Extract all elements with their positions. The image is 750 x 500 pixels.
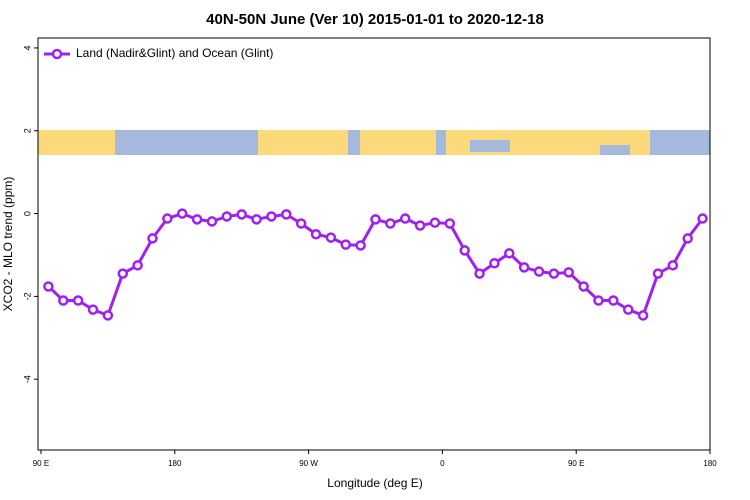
- data-point: [221, 211, 233, 222]
- data-point: [102, 310, 114, 321]
- data-point: [251, 214, 262, 225]
- data-point: [370, 214, 381, 225]
- y-tick-label: 4: [22, 45, 32, 50]
- data-point: [563, 267, 575, 278]
- data-point: [162, 213, 173, 224]
- data-point: [489, 258, 500, 269]
- data-point: [652, 268, 664, 279]
- data-point: [429, 217, 441, 228]
- series-line: [47, 211, 704, 318]
- data-point: [637, 310, 649, 321]
- legend-label: Land (Nadir&Glint) and Ocean (Glint): [76, 46, 273, 60]
- data-point: [399, 213, 411, 224]
- data-point: [87, 304, 99, 315]
- data-point: [474, 268, 485, 279]
- data-point: [266, 211, 277, 222]
- x-tick-label: 180: [703, 459, 717, 468]
- data-point: [206, 216, 218, 227]
- data-point: [385, 218, 396, 229]
- data-point: [281, 209, 292, 220]
- x-tick-label: 90 E: [33, 459, 49, 468]
- x-axis-label: Longitude (deg E): [327, 476, 422, 490]
- y-tick-label: -2: [22, 292, 32, 300]
- data-point: [518, 262, 530, 273]
- data-point: [355, 240, 366, 251]
- data-point: [548, 268, 560, 279]
- y-tick-label: -4: [22, 375, 32, 383]
- data-point: [667, 260, 679, 271]
- data-point: [295, 218, 307, 229]
- data-point: [325, 232, 337, 243]
- data-point: [43, 281, 54, 292]
- data-point: [176, 208, 188, 219]
- data-point: [236, 209, 247, 220]
- data-point: [72, 295, 84, 306]
- data-point: [608, 295, 619, 306]
- x-tick-label: 0: [440, 459, 445, 468]
- plot-frame: [37, 37, 711, 451]
- data-point: [697, 213, 708, 224]
- data-point: [147, 233, 158, 244]
- data-point: [444, 218, 456, 229]
- data-point: [191, 214, 203, 225]
- data-point: [340, 239, 352, 250]
- data-point: [593, 295, 604, 306]
- x-tick-label: 90 W: [299, 459, 318, 468]
- map-strip: [38, 130, 710, 155]
- data-point: [58, 295, 69, 306]
- y-axis-label: XCO2 - MLO trend (ppm): [1, 177, 15, 312]
- data-point: [533, 266, 545, 277]
- data-point: [414, 220, 426, 231]
- data-point: [459, 245, 470, 256]
- data-point: [132, 260, 143, 271]
- y-tick-label: 0: [22, 211, 32, 216]
- x-tick-label: 180: [168, 459, 182, 468]
- chart-title: 40N-50N June (Ver 10) 2015-01-01 to 2020…: [206, 11, 544, 28]
- y-tick-label: 2: [22, 128, 32, 133]
- data-point: [578, 281, 589, 292]
- legend-marker: [51, 48, 63, 60]
- data-point: [622, 304, 634, 315]
- data-point: [682, 233, 693, 244]
- data-point: [504, 248, 515, 259]
- data-point: [117, 268, 128, 279]
- data-point: [310, 229, 322, 240]
- x-tick-label: 90 E: [568, 459, 584, 468]
